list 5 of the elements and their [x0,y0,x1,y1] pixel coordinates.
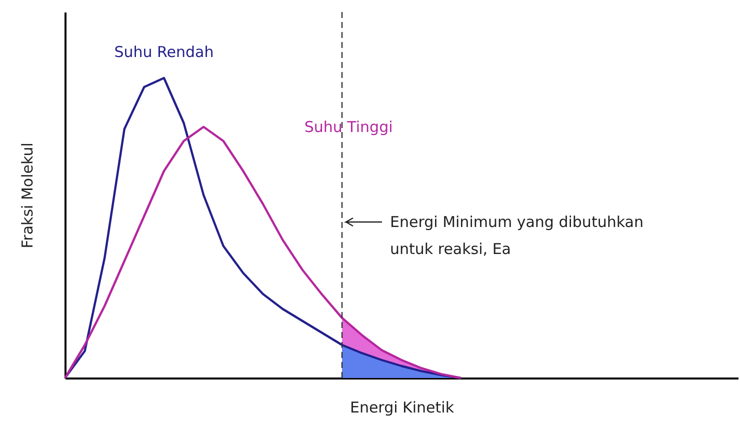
text: Suhu Tinggi [304,118,393,136]
y-axis-title: Fraksi Molekul [18,142,36,248]
x-axis-title: Energi Kinetik [350,398,454,416]
series-label: Suhu Rendah [114,43,214,61]
annotation: Energi Minimum yang dibutuhkan untuk reaksi, Ea [390,213,644,258]
